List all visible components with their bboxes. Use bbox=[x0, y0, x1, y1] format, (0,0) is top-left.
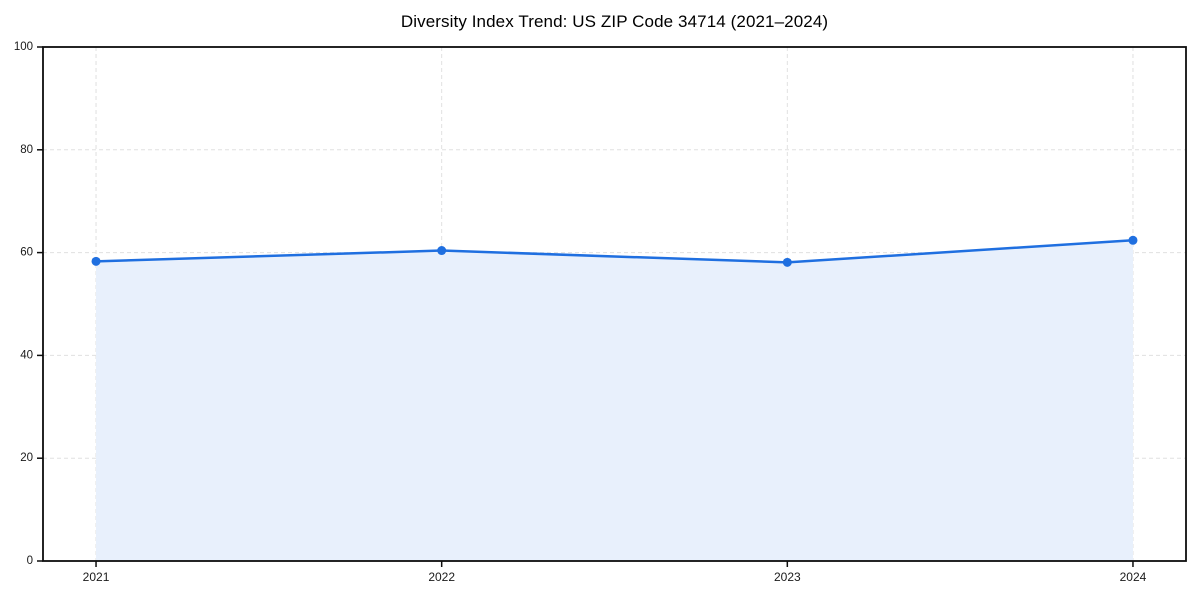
x-tick-label-2022: 2022 bbox=[428, 570, 455, 584]
x-tick-label-2024: 2024 bbox=[1120, 570, 1147, 584]
chart-title: Diversity Index Trend: US ZIP Code 34714… bbox=[400, 12, 829, 31]
data-point-2022 bbox=[437, 246, 447, 256]
y-tick-label-0: 0 bbox=[27, 555, 33, 567]
data-point-2021 bbox=[91, 256, 101, 266]
x-tick-label-2021: 2021 bbox=[83, 570, 110, 584]
plot-border bbox=[42, 46, 1187, 562]
area-fill bbox=[96, 240, 1133, 561]
data-point-2023 bbox=[782, 257, 792, 267]
y-tick-label-100: 100 bbox=[14, 41, 33, 53]
y-tick-label-40: 40 bbox=[20, 349, 33, 361]
trend-line bbox=[94, 239, 1135, 264]
y-tick-label-20: 20 bbox=[20, 452, 33, 464]
x-tick-label-2023: 2023 bbox=[774, 570, 801, 584]
data-point-2024 bbox=[1128, 235, 1138, 245]
y-tick-label-80: 80 bbox=[20, 144, 33, 156]
y-tick-label-60: 60 bbox=[20, 247, 33, 259]
